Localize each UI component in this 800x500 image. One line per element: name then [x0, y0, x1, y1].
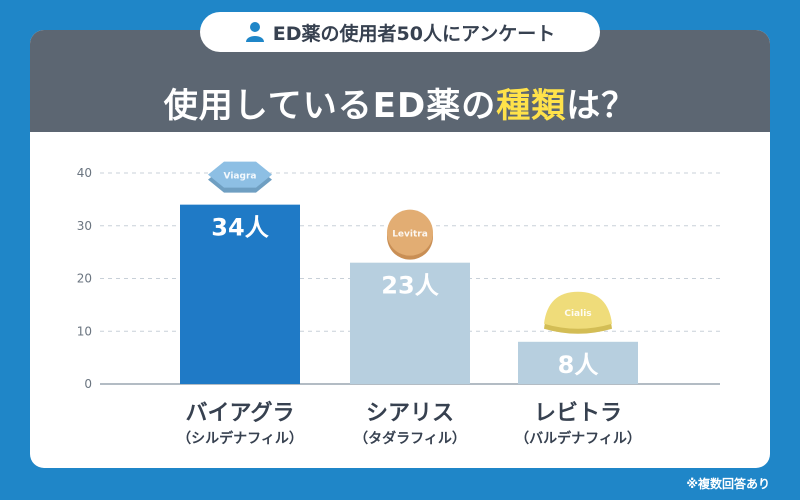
bar-chart: 0 10 20 30 40 34人 Viagra バイアグラ （シルデナフィル） 23人 Levit…: [77, 161, 720, 447]
bar: [518, 341, 638, 384]
pill-levitra: [387, 209, 433, 256]
y-tick-label: 40: [77, 166, 92, 180]
data-label: 34人: [211, 214, 268, 242]
data-label: 8人: [558, 351, 599, 379]
survey-badge: ED薬の使用者50人にアンケート: [200, 12, 600, 52]
x-tick-label: バイアグラ: [186, 400, 295, 426]
y-tick-label: 20: [77, 272, 92, 286]
chart-title: 使用しているED薬の種類は？: [30, 78, 770, 127]
footnote: ※複数回答あり: [686, 477, 770, 491]
pill-label: Cialis: [564, 309, 591, 319]
data-label: 23人: [381, 272, 438, 300]
x-tick-sublabel: （バルデナフィル）: [515, 430, 641, 447]
bar: [180, 204, 300, 384]
x-tick-label: シアリス: [366, 401, 454, 426]
x-tick-label: レビトラ: [534, 401, 622, 426]
y-tick-label: 30: [77, 219, 92, 233]
pill-label: Viagra: [224, 172, 257, 182]
title-end: は？: [566, 86, 637, 126]
pill-label: Levitra: [392, 230, 428, 240]
chart-card: 使用しているED薬の種類は？ 0 10 20 30 40 34人 Viagra バイアグラ （シ…: [30, 30, 770, 468]
pill-cialis: [544, 291, 612, 329]
y-tick-label: 0: [84, 377, 92, 391]
user-icon: [245, 22, 264, 42]
y-tick-label: 10: [77, 324, 92, 338]
bar: [350, 262, 470, 384]
title-main: 使用しているED薬の: [163, 86, 497, 126]
x-tick-sublabel: （タダラフィル）: [354, 430, 466, 447]
title-highlight: 種類: [496, 86, 567, 126]
x-tick-sublabel: （シルデナフィル）: [177, 430, 303, 447]
survey-badge-text: ED薬の使用者50人にアンケート: [272, 22, 556, 45]
pill-viagra: [208, 161, 272, 188]
